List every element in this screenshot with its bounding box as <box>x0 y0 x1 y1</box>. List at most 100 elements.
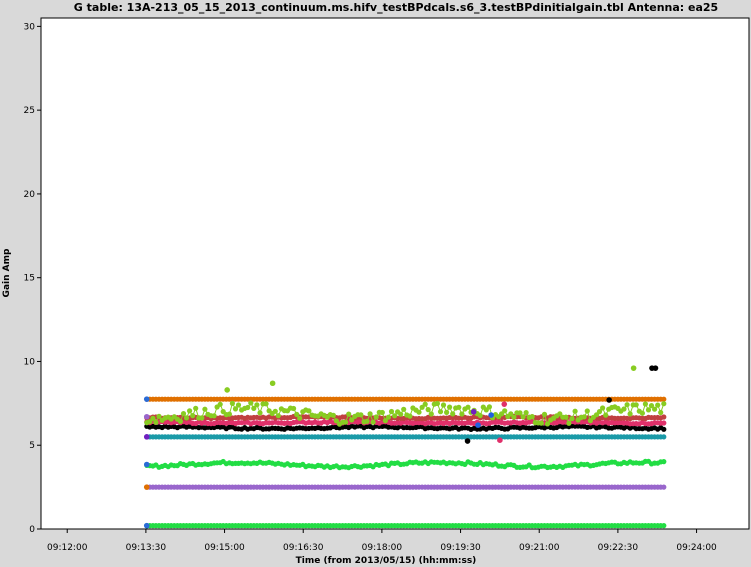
data-point <box>569 416 575 422</box>
data-point <box>379 409 385 416</box>
data-point <box>306 408 312 414</box>
y-tick-label: 5 <box>29 441 35 451</box>
data-point <box>655 402 661 408</box>
data-point <box>251 405 257 411</box>
data-point <box>235 402 242 408</box>
data-point <box>486 404 492 410</box>
data-point <box>364 418 370 424</box>
outlier-point <box>606 397 612 403</box>
outlier-point <box>630 365 637 371</box>
data-point <box>330 412 336 418</box>
x-tick-label: 09:12:00 <box>47 543 88 553</box>
data-point <box>291 405 297 412</box>
y-axis-label: Gain Amp <box>2 248 12 297</box>
outlier-point <box>488 412 494 418</box>
data-point <box>187 408 193 414</box>
x-axis-label: Time (from 2013/05/15) (hh:mm:ss) <box>296 556 477 566</box>
data-point <box>297 415 303 421</box>
data-point <box>263 401 269 407</box>
data-point <box>190 413 196 419</box>
data-point <box>563 414 569 420</box>
data-point <box>648 403 655 409</box>
data-point <box>388 408 395 415</box>
outlier-point <box>475 422 481 428</box>
start-marker <box>143 413 150 420</box>
y-tick-label: 25 <box>24 106 35 116</box>
data-point <box>557 411 563 417</box>
data-point <box>544 421 551 427</box>
data-point <box>392 413 398 419</box>
series-7 <box>144 396 667 402</box>
data-point <box>661 426 667 432</box>
data-point <box>272 408 278 414</box>
data-point <box>407 413 413 419</box>
data-point <box>661 459 667 465</box>
data-point <box>434 400 440 407</box>
data-point <box>633 402 639 408</box>
series-0 <box>144 523 667 529</box>
data-point <box>658 409 664 416</box>
outlier-point <box>470 408 477 415</box>
data-point <box>538 420 545 426</box>
start-marker <box>143 522 150 529</box>
data-point <box>456 404 462 410</box>
data-series <box>143 365 667 529</box>
data-point <box>459 411 465 417</box>
data-point <box>529 414 535 420</box>
x-tick-label: 09:13:30 <box>126 543 167 553</box>
start-marker <box>143 396 150 402</box>
data-point <box>428 411 434 417</box>
data-point <box>367 411 373 417</box>
data-point <box>661 434 667 440</box>
y-tick-label: 10 <box>24 357 36 367</box>
data-point <box>624 402 630 408</box>
outlier-point <box>501 401 508 407</box>
data-point <box>661 401 667 407</box>
x-tick-label: 09:16:30 <box>283 543 324 553</box>
data-point <box>587 418 594 424</box>
data-point <box>502 408 508 414</box>
data-point <box>294 411 300 417</box>
series-1 <box>144 484 667 490</box>
data-point <box>661 414 667 420</box>
data-point <box>370 419 376 425</box>
y-tick-label: 20 <box>24 190 36 200</box>
x-tick-label: 09:21:00 <box>519 543 560 553</box>
data-point <box>346 411 352 417</box>
data-point <box>343 419 349 425</box>
data-point <box>229 400 235 406</box>
data-point <box>193 405 199 411</box>
data-point <box>621 406 627 412</box>
data-point <box>639 410 646 416</box>
data-point <box>254 402 260 408</box>
chart-title: G table: 13A-213_05_15_2013_continuum.ms… <box>74 1 718 14</box>
plot-area <box>40 17 750 530</box>
data-point <box>444 409 450 415</box>
data-point <box>465 404 471 410</box>
data-point <box>661 396 667 402</box>
outlier-point <box>652 365 659 371</box>
x-tick-label: 09:22:30 <box>598 543 639 553</box>
data-point <box>358 412 364 418</box>
data-point <box>508 411 514 417</box>
data-point <box>217 401 223 407</box>
series-3 <box>144 434 667 440</box>
data-point <box>541 411 548 417</box>
series-4 <box>144 423 667 432</box>
x-axis-ticks: 09:12:00 09:13:30 09:15:00 09:16:30 09:18:00… <box>47 529 717 553</box>
data-point <box>232 406 239 412</box>
data-point <box>150 415 156 421</box>
data-point <box>177 418 183 424</box>
data-point <box>425 407 431 413</box>
data-point <box>603 412 609 418</box>
data-point <box>520 414 526 420</box>
x-tick-label: 09:18:00 <box>362 543 403 553</box>
data-point <box>211 413 217 419</box>
data-point <box>333 418 339 424</box>
data-point <box>566 420 572 426</box>
series-8 <box>144 400 667 427</box>
data-point <box>447 404 453 410</box>
x-tick-label: 09:24:00 <box>676 543 717 553</box>
data-point <box>349 417 355 423</box>
